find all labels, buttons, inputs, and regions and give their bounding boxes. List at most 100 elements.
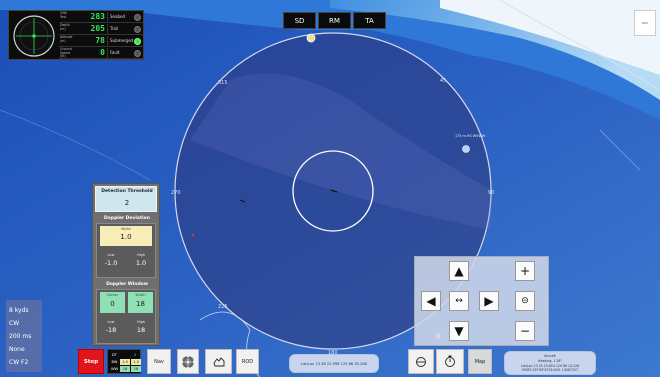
table-row: WW 18 18 (110, 366, 141, 373)
center-icon: ↔ (455, 296, 463, 306)
window-low-label: Low (107, 320, 115, 324)
center-field[interactable]: Center 0 (100, 292, 125, 313)
doppler-deviation-title: Doppler Deviation (104, 216, 150, 221)
contact-label: 175 m HS WVWW (455, 134, 486, 138)
window-low-value[interactable]: -18 (105, 326, 117, 334)
readout-label: GNS Test (60, 11, 67, 19)
status-indicator (134, 38, 141, 45)
status-label: Seabed (110, 14, 125, 19)
threshold-title: Detection Threshold (101, 189, 153, 194)
center-label: Center (106, 293, 119, 297)
threshold-box[interactable]: Detection Threshold 2 (95, 186, 157, 212)
contact-marker[interactable] (462, 145, 470, 153)
sonar-icon (416, 356, 426, 367)
table-cell: DT (112, 353, 117, 357)
pan-right-button[interactable]: ▶ (479, 291, 499, 311)
doppler-deviation-box: Width 1.0 Low -1.0 High 1.0 (96, 223, 156, 278)
plus-icon: + (519, 264, 531, 278)
aircraft-marker[interactable] (306, 33, 316, 43)
status-indicator (134, 26, 141, 33)
window-width-value: 18 (136, 300, 145, 308)
status-trail[interactable]: Trail (107, 24, 143, 35)
zoom-in-button[interactable]: + (515, 261, 535, 281)
range-status: 8 kyds (9, 307, 29, 314)
readout-label: Altitude (m) (60, 35, 73, 43)
bearing-label-225: 225 (218, 304, 228, 310)
window-high-value[interactable]: 18 (136, 326, 146, 334)
rod-button[interactable]: ROD (236, 349, 259, 374)
target-marker[interactable] (191, 233, 195, 237)
info-line: Aircraft (544, 354, 556, 358)
readout-depth: Depth (m) 205 (59, 23, 107, 35)
minus-icon: − (519, 324, 531, 338)
pan-down-button[interactable]: ▼ (449, 321, 469, 341)
crosshair-icon: ⊝ (521, 296, 529, 306)
grid-icon (182, 355, 194, 368)
width-field[interactable]: Width 1.0 (100, 226, 152, 246)
info-line: Lat/Lon 13 45 23.654 129 86 14.228 (520, 363, 580, 368)
table-cell: 1.0 (131, 359, 141, 365)
sonar-button[interactable] (408, 349, 434, 374)
stop-button[interactable]: Stop (78, 349, 104, 374)
aircraft-info: Aircraft Heading: 1.28° Lat/Lon 13 45 23… (504, 351, 596, 375)
grid-button[interactable] (177, 349, 199, 374)
roi-button[interactable]: ROI (634, 10, 656, 36)
arrow-down-icon: ▼ (454, 324, 464, 338)
waveform-status: CW (9, 320, 20, 327)
table-cell: 1.0 (120, 359, 130, 365)
timer-button[interactable] (436, 349, 464, 374)
readout-ground-speed: Ground Speed (kt) 0 (59, 47, 107, 59)
status-indicator (134, 50, 141, 57)
pan-left-button[interactable]: ◀ (421, 291, 441, 311)
table-row: DT 2 (110, 352, 141, 359)
nav-button[interactable]: Nav (147, 349, 171, 374)
window-width-field[interactable]: Width 18 (128, 292, 153, 313)
arrow-left-icon: ◀ (426, 294, 436, 308)
mode-ta-button[interactable]: TA (353, 12, 386, 29)
window-width-label: Width (135, 293, 146, 297)
detection-panel: Detection Threshold 2 Doppler Deviation … (92, 183, 160, 346)
map-button[interactable]: Map (468, 349, 492, 374)
recenter-button[interactable]: ⊝ (515, 291, 535, 311)
position-readout: Lat/Lon 13 46 22.998 129 86 35.286 (289, 354, 379, 373)
status-label: Submerged (110, 38, 134, 43)
filter-status: None (9, 346, 25, 353)
center-button[interactable]: ↔ (449, 291, 469, 311)
table-cell: WW (110, 367, 119, 371)
readout-gns: GNS Test 283 (59, 11, 107, 23)
pan-up-button[interactable]: ▲ (449, 261, 469, 281)
mode-rm-button[interactable]: RM (318, 12, 351, 29)
info-line: Heading: 1.28° (537, 358, 563, 363)
status-label: Trail (110, 26, 119, 31)
table-cell: 18 (120, 366, 130, 372)
hand-icon (212, 356, 224, 366)
readout-label: Ground Speed (kt) (60, 47, 72, 59)
status-submerged[interactable]: Submerged (107, 36, 143, 47)
mode-sd-button[interactable]: SD (283, 12, 316, 29)
mode-status: CW F2 (9, 359, 29, 366)
zoom-out-button[interactable]: − (515, 321, 535, 341)
low-value[interactable]: -1.0 (104, 259, 118, 267)
arrow-right-icon: ▶ (484, 294, 494, 308)
status-seabed[interactable]: Seabed (107, 12, 143, 23)
land-area (440, 0, 660, 75)
coastline (499, 0, 660, 91)
range-ring (292, 150, 374, 232)
readout-value: 205 (90, 24, 105, 33)
status-fault[interactable]: Fault (107, 48, 143, 59)
window-high-label: High (136, 320, 146, 324)
arrow-up-icon: ▲ (454, 264, 464, 278)
bearing-label-315: 315 (218, 80, 228, 86)
width-label: Width (120, 227, 132, 231)
mode-bar: SD RM TA (283, 12, 386, 29)
hand-button[interactable] (205, 349, 232, 374)
high-value[interactable]: 1.0 (135, 259, 147, 267)
navigation-pad: ▲ ◀ ↔ ▶ ▼ + ⊝ − (414, 256, 549, 346)
pulse-status: 200 ms (9, 333, 32, 340)
center-value: 0 (110, 300, 115, 308)
readout-value: 283 (90, 12, 105, 21)
readout-value: 0 (100, 48, 105, 57)
timer-icon (445, 355, 455, 367)
threshold-value: 2 (124, 199, 130, 207)
